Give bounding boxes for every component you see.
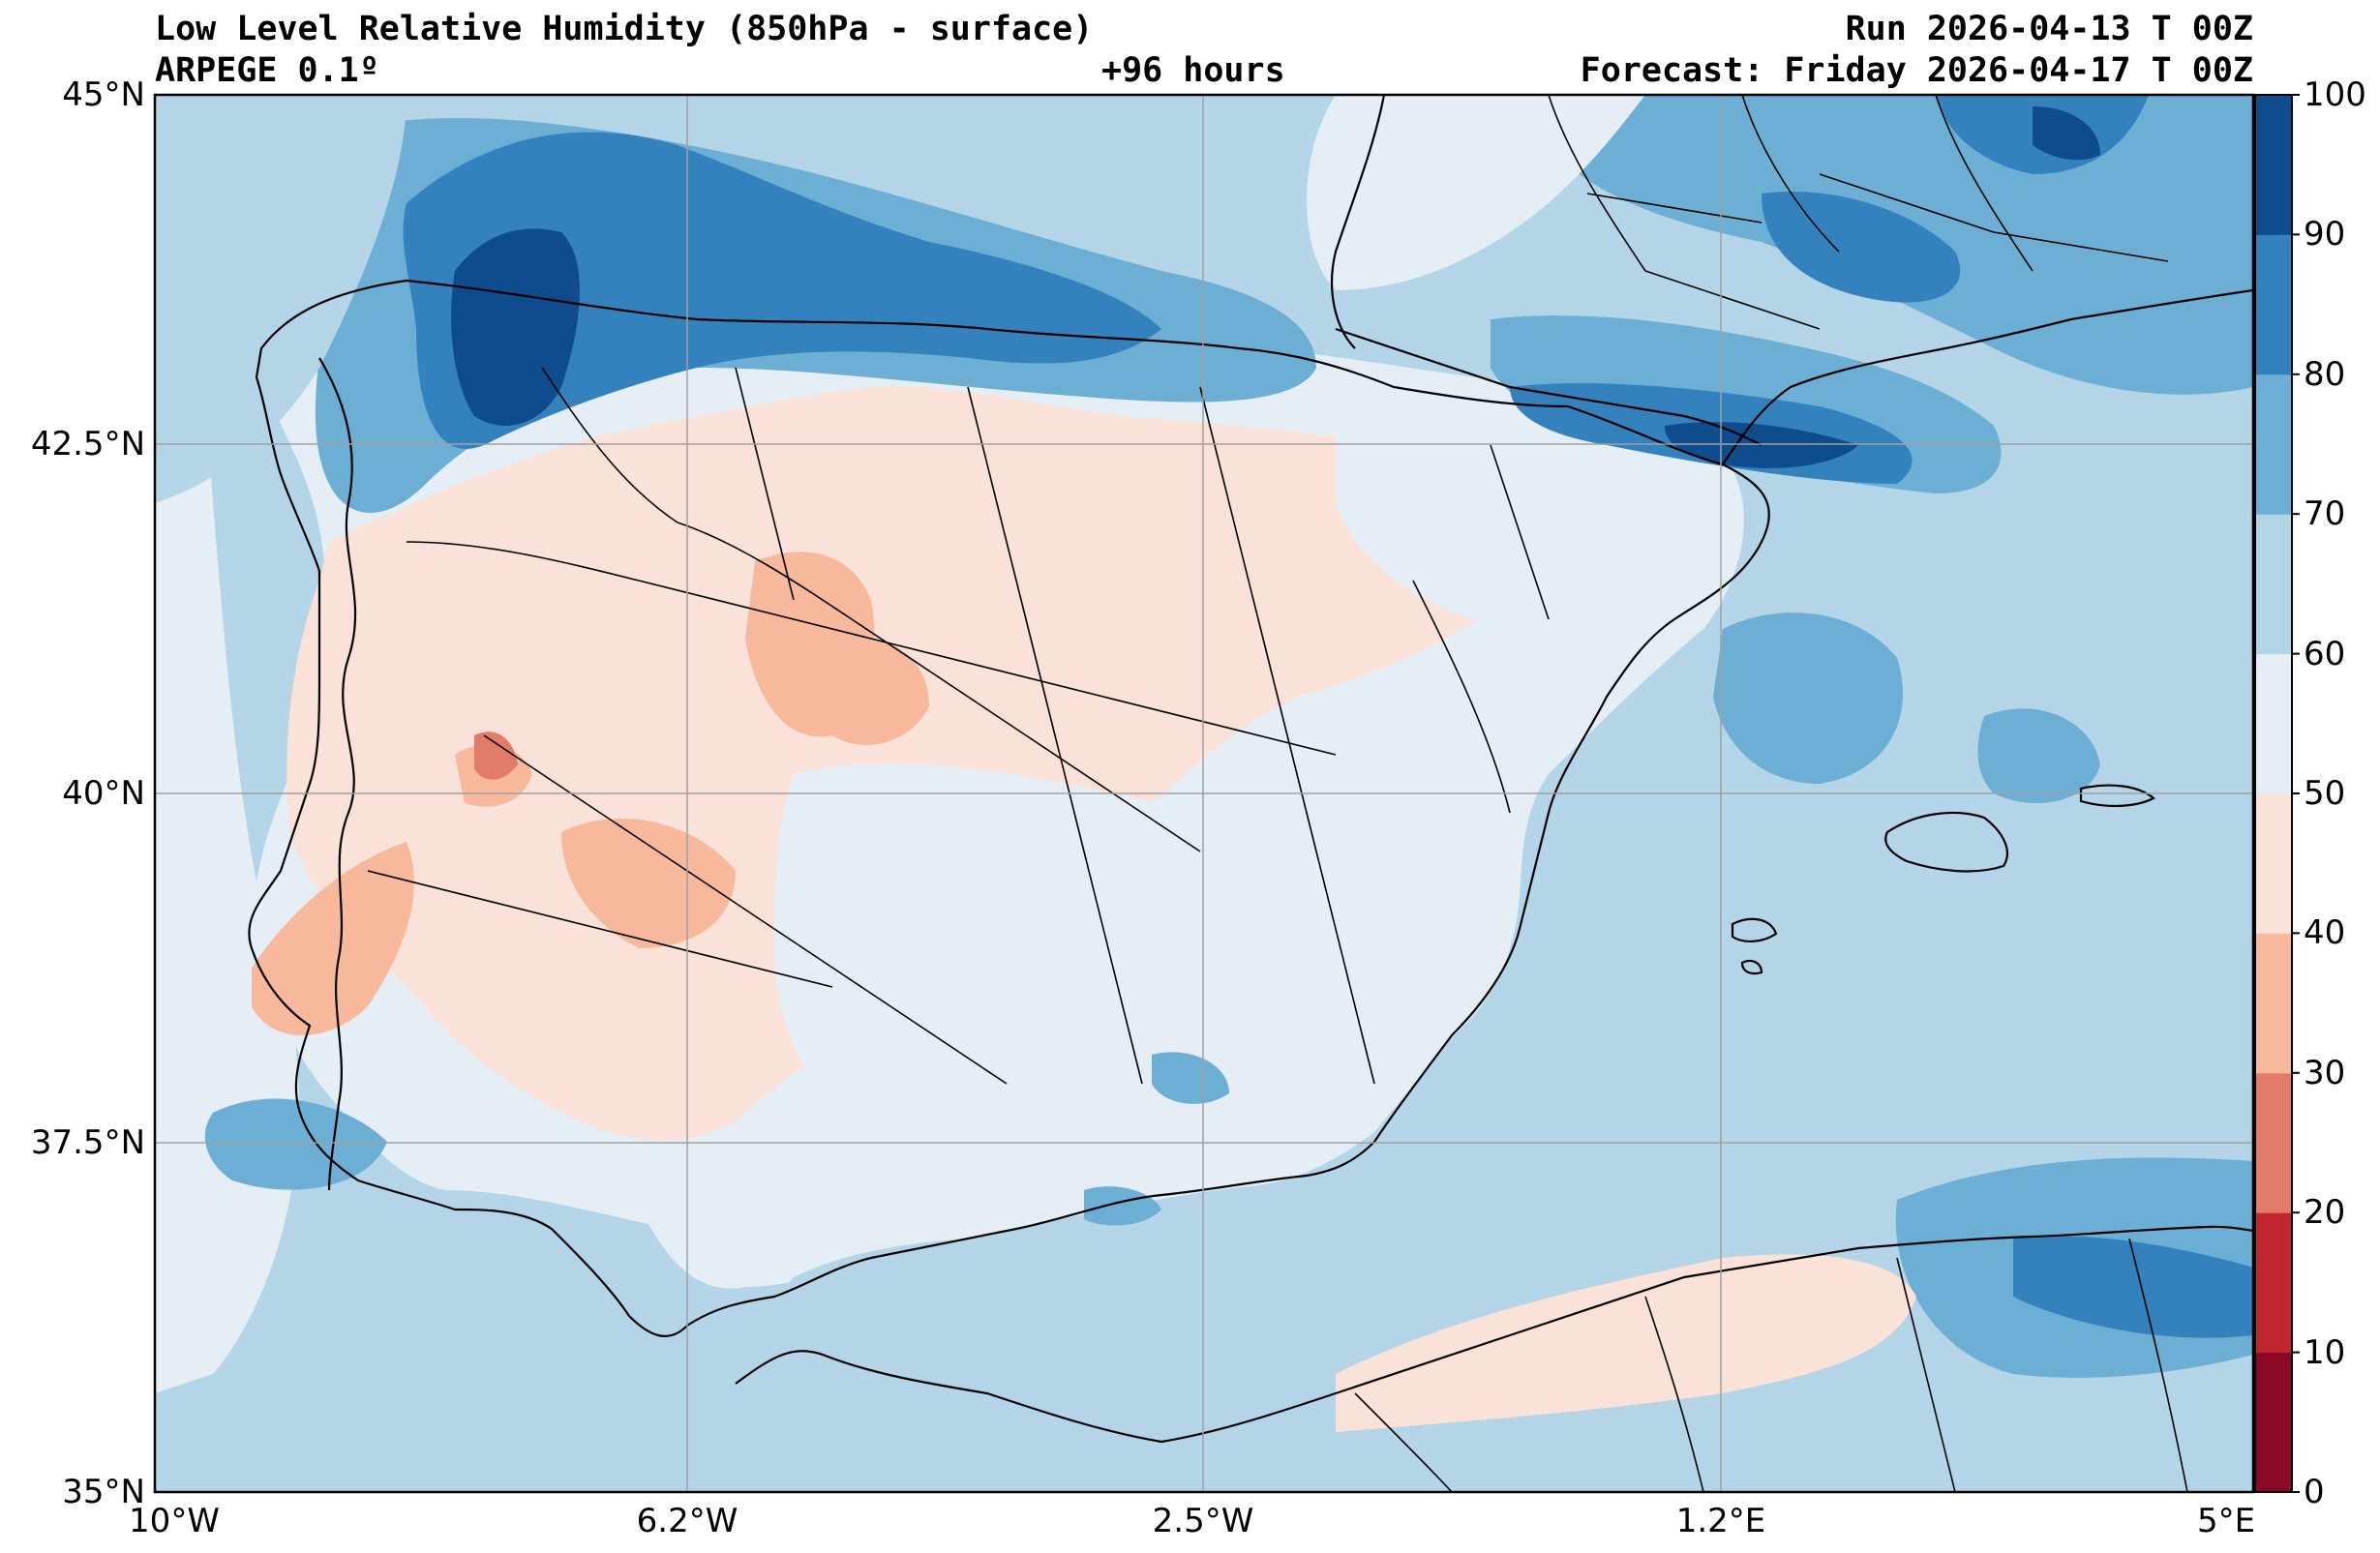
lat-label: 42.5°N (30, 425, 145, 463)
coastlines-and-borders (248, 95, 2253, 1492)
menorca-outline (2079, 784, 2155, 808)
pyrenees-border (1335, 327, 1762, 446)
lon-label: 5°E (2196, 1502, 2256, 1540)
colorbar-tick-label: 60 (2304, 634, 2346, 673)
central-dry-spot (832, 637, 929, 745)
colorbar-segment (2255, 514, 2292, 655)
mallorca-outline (1884, 811, 2008, 873)
colorbar-tick-label: 30 (2304, 1053, 2346, 1092)
france-coastline (1330, 95, 1386, 349)
gulf-of-lion-coast (1722, 288, 2253, 465)
colorbar-segment (2255, 1212, 2292, 1354)
north-africa-coastline (735, 1225, 2253, 1444)
iberia-coastline (248, 279, 1770, 1337)
colorbar-tick-label: 100 (2304, 75, 2366, 114)
colorbar-tick-label: 80 (2304, 354, 2346, 394)
province-borders (367, 367, 1550, 1085)
run-label: Run 2026-04-13 T 00Z (1845, 10, 2253, 48)
granada-humid-spot (1084, 1186, 1161, 1226)
colorbar-segment (2255, 653, 2292, 794)
colorbar-segment (2255, 933, 2292, 1074)
algeria-high-humidity (2013, 1236, 2253, 1338)
lat-label: 40°N (62, 774, 145, 813)
dry-interior-zone (286, 386, 1538, 1141)
colorbar-tick-label: 40 (2304, 913, 2346, 953)
map-title: Low Level Relative Humidity (850hPa - su… (155, 10, 1094, 48)
colorbar-tick-label: 50 (2304, 774, 2346, 813)
alboran-sea-pocket (771, 1239, 1141, 1415)
colorbar-segment (2255, 1072, 2292, 1213)
north-africa-dry-strip (1336, 1254, 1916, 1432)
lat-label: 45°N (62, 75, 145, 114)
north-africa-borders (1354, 1238, 2188, 1492)
alps-peak-humidity (2033, 106, 2100, 161)
lon-label: 2.5°W (1152, 1502, 1254, 1540)
lon-label: 1.2°E (1675, 1502, 1766, 1540)
colorbar (2255, 94, 2300, 1493)
colorbar-tick-label: 90 (2304, 215, 2346, 254)
colorbar-segment (2255, 234, 2292, 375)
formentera-outline (1740, 959, 1763, 975)
balearic-humid-patch (1713, 612, 1904, 784)
colorbar-segment (2255, 793, 2292, 934)
colorbar-tick-label: 10 (2304, 1332, 2346, 1372)
model-label: ARPEGE 0.1º (155, 51, 379, 90)
east-med-humid-patch (1977, 708, 2100, 803)
portugal-spain-border (318, 357, 357, 1191)
colorbar-frame (2254, 94, 2293, 1493)
gibraltar-humid-patch (204, 1098, 387, 1190)
forecast-label: Forecast: Friday 2026-04-17 T 00Z (1580, 51, 2253, 90)
map-frame (153, 93, 2255, 1494)
gridlines (155, 95, 2253, 1492)
colorbar-tick-label: 20 (2304, 1193, 2346, 1233)
biscay-high-humidity (403, 132, 1162, 449)
tagus-peak-dry (474, 732, 518, 780)
france-borders (1548, 95, 2169, 330)
central-moist-zone (774, 763, 1510, 1145)
lon-label: 10°W (129, 1502, 220, 1540)
colorbar-segment (2255, 95, 2292, 235)
portugal-dry-spot (252, 842, 414, 1035)
lat-label: 37.5°N (30, 1123, 145, 1162)
lead-time-label: +96 hours (1101, 51, 1285, 90)
lat-label: 35°N (62, 1473, 145, 1511)
northeast-moist-zone (1336, 405, 1680, 627)
colorbar-tick-label: 70 (2304, 494, 2346, 534)
colorbar-segment (2255, 1352, 2292, 1493)
sierra-humid-spot (1152, 1052, 1229, 1104)
colorbar-tick-label: 0 (2304, 1473, 2325, 1511)
atlantic-north-pale (155, 95, 407, 503)
lon-label: 6.2°W (636, 1502, 738, 1540)
france-pale-zone (1307, 95, 1645, 290)
extremadura-dry-spot (561, 818, 736, 948)
ibiza-outline (1731, 917, 1778, 942)
colorbar-segment (2255, 373, 2292, 515)
